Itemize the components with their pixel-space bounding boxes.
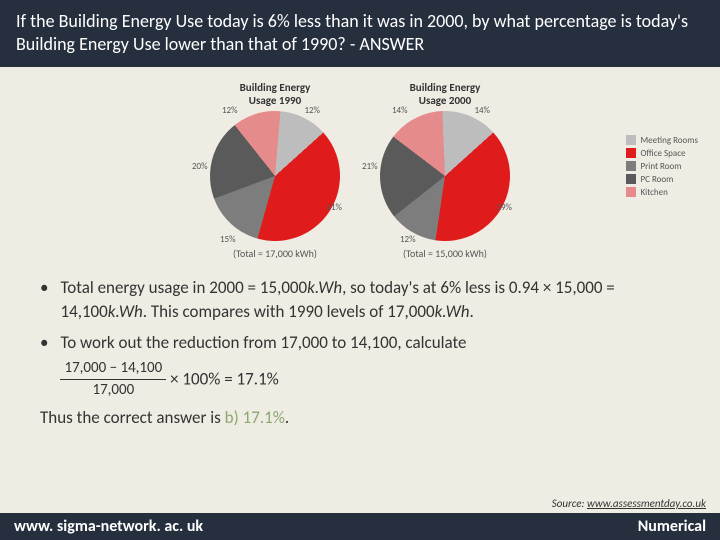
legend-pc: PC Room [640,174,673,185]
answer-value: b) 17.1% [225,407,285,428]
b2-p2: × 100% = 17.1% [170,368,279,389]
frac-num: 17,000 − 14,100 [60,358,166,381]
footer-right: Numerical [638,517,706,536]
b1-p4: . [469,301,473,322]
pct-1990-meeting: 12% [304,105,320,116]
pct-2000-office: 39% [496,202,512,213]
source-link[interactable]: www.assessmentday.co.uk [587,497,706,510]
chart-2000: Building Energy Usage 2000 39% 12% 21% 1… [380,81,510,260]
b1-unit2: k.Wh [108,301,143,322]
footer-bar: www. sigma-network. ac. uk Numerical [0,513,720,540]
bullet-2: To work out the reduction from 17,000 to… [40,331,690,402]
swatch-meeting [626,135,636,145]
pct-1990-office: 41% [326,202,342,213]
bullet-1: Total energy usage in 2000 = 15,000k.Wh,… [40,276,690,325]
b1-unit3: k.Wh [435,301,470,322]
pct-2000-meeting: 14% [474,105,490,116]
legend-kitchen: Kitchen [640,187,667,198]
question-header: If the Building Energy Use today is 6% l… [0,0,720,67]
chart-legend: Meeting Rooms Office Space Print Room PC… [626,133,698,200]
pct-1990-pc: 20% [192,161,208,172]
chart-1990-title: Building Energy Usage 1990 [210,81,340,107]
b1-unit1: k.Wh [307,277,342,298]
chart-1990-total: (Total = 17,000 kWh) [210,247,340,260]
charts-panel: Building Energy Usage 1990 41% 15% 20% 1… [0,81,720,260]
b2-p1: To work out the reduction from 17,000 to… [60,331,466,356]
answer-prefix: Thus the correct answer is [40,407,225,428]
source-label: Source: [552,497,587,510]
source-citation: Source: www.assessmentday.co.uk [552,497,706,510]
pct-2000-pc: 21% [362,161,378,172]
b1-p3: . This compares with 1990 levels of 17,0… [143,301,435,322]
answer-line: Thus the correct answer is b) 17.1%. [40,406,690,431]
chart-1990: Building Energy Usage 1990 41% 15% 20% 1… [210,81,340,260]
chart-1990-pie: 41% 15% 20% 12% 12% [210,111,340,241]
fraction: 17,000 − 14,100 17,000 [60,358,166,403]
pct-1990-kitchen: 12% [222,105,238,116]
chart-2000-title: Building Energy Usage 2000 [380,81,510,107]
pct-1990-print: 15% [220,234,236,245]
swatch-pc [626,174,636,184]
swatch-kitchen [626,187,636,197]
pct-2000-print: 12% [400,234,416,245]
pct-2000-kitchen: 14% [392,105,408,116]
footer-left: www. sigma-network. ac. uk [14,517,203,536]
legend-print: Print Room [640,161,681,172]
legend-office: Office Space [640,148,685,159]
chart-2000-pie: 39% 12% 21% 14% 14% [380,111,510,241]
b1-p1: Total energy usage in 2000 = 15,000 [60,277,307,298]
answer-suffix: . [285,407,289,428]
swatch-office [626,148,636,158]
swatch-print [626,161,636,171]
legend-meeting: Meeting Rooms [640,135,698,146]
frac-den: 17,000 [60,380,166,402]
answer-content: Total energy usage in 2000 = 15,000k.Wh,… [0,264,720,431]
chart-2000-total: (Total = 15,000 kWh) [380,247,510,260]
